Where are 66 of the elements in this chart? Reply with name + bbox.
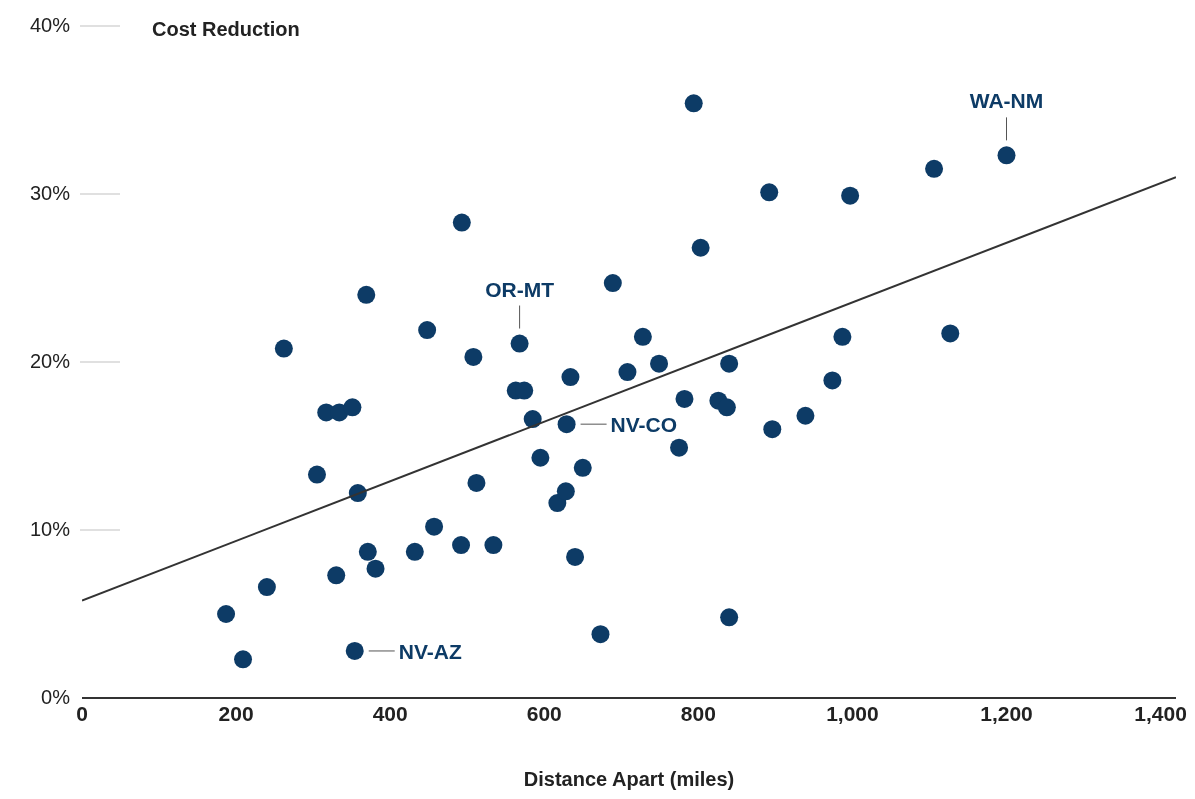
- point: [823, 371, 842, 390]
- annotation: OR-MT: [485, 277, 555, 301]
- point: [418, 321, 437, 340]
- point: [618, 363, 637, 382]
- point: [650, 354, 669, 373]
- point: [941, 324, 960, 343]
- annotation: NV-AZ: [398, 639, 462, 663]
- x-tick-label: 200: [218, 701, 254, 725]
- point: [327, 566, 346, 585]
- point: [556, 482, 575, 501]
- point: [561, 368, 580, 387]
- x-tick-label: 1,200: [980, 701, 1033, 725]
- point: [425, 517, 444, 536]
- point: [467, 473, 486, 492]
- point: [557, 415, 576, 434]
- y-tick-label: 0%: [41, 686, 71, 708]
- point: [358, 542, 377, 561]
- point: [763, 420, 782, 439]
- point: [464, 347, 483, 366]
- point: [274, 339, 293, 358]
- point: [760, 183, 779, 202]
- point: [566, 547, 585, 566]
- point: [833, 327, 852, 346]
- point: [997, 146, 1016, 165]
- point: [234, 650, 253, 669]
- point: [343, 398, 362, 417]
- annotation: WA-NM: [969, 89, 1044, 113]
- point: [307, 465, 326, 484]
- point: [670, 438, 689, 457]
- x-tick-label: 1,400: [1134, 701, 1187, 725]
- point: [841, 186, 860, 205]
- annotation: NV-CO: [610, 413, 678, 437]
- point: [452, 536, 471, 555]
- point: [357, 285, 376, 304]
- point: [345, 641, 364, 660]
- point: [684, 94, 703, 113]
- point: [510, 334, 529, 353]
- y-tick-label: 40%: [29, 14, 71, 36]
- x-tick-label: 0: [76, 701, 88, 725]
- point: [257, 578, 276, 597]
- point: [717, 398, 736, 417]
- point: [720, 608, 739, 627]
- y-tick-label: 30%: [29, 182, 71, 204]
- point: [720, 354, 739, 373]
- point: [405, 542, 424, 561]
- x-tick-label: 1,000: [826, 701, 879, 725]
- point: [217, 605, 236, 623]
- point: [796, 406, 815, 425]
- point: [925, 159, 944, 178]
- point: [691, 238, 710, 257]
- point: [531, 448, 550, 467]
- y-tick-label: 10%: [29, 518, 71, 540]
- x-axis-title: Distance Apart (miles): [523, 768, 735, 790]
- x-tick-label: 400: [372, 701, 408, 725]
- point: [484, 536, 503, 555]
- point: [591, 625, 610, 644]
- point: [603, 274, 622, 293]
- point: [452, 213, 471, 232]
- y-tick-label: 20%: [29, 350, 71, 372]
- point: [573, 458, 592, 477]
- point: [633, 327, 652, 346]
- point: [366, 559, 385, 578]
- point: [675, 389, 694, 408]
- x-tick-label: 800: [680, 701, 716, 725]
- x-tick-label: 600: [526, 701, 562, 725]
- y-axis-title: Cost Reduction: [152, 18, 300, 41]
